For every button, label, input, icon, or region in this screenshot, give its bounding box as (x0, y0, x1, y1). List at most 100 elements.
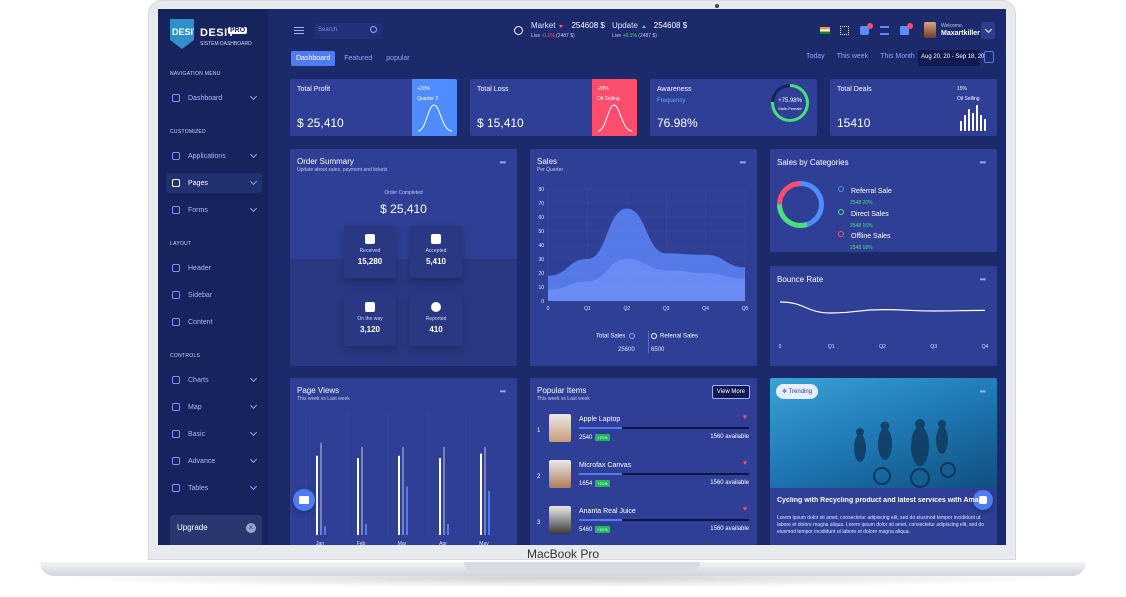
bounce-rate-line-chart: 0 Q1 Q2 Q3 Q4 (779, 301, 989, 350)
category-item[interactable]: Offline Sales 2548 18% (838, 225, 891, 251)
list-icon[interactable] (880, 26, 889, 35)
order-summary-panel: Order Summary Update about sales, paymen… (290, 149, 517, 366)
flag-icon[interactable] (820, 27, 830, 34)
like-button[interactable] (973, 490, 993, 510)
item-price-value: 5460 (579, 527, 593, 534)
item-price-value: 2540 (579, 435, 593, 442)
tab-featured[interactable]: Featured (344, 54, 373, 62)
bar (398, 455, 400, 535)
sidebar-item-label: Applications (188, 152, 226, 160)
alert-icon (431, 302, 441, 312)
bar-sparkline (960, 105, 986, 131)
popular-items-panel: Popular Items This week vs Last week Vie… (530, 378, 757, 545)
mail-icon[interactable] (900, 23, 913, 35)
stat-title: Total Profit (297, 86, 331, 93)
more-options-icon[interactable]: ••• (979, 275, 986, 284)
market-label: Market (531, 21, 556, 30)
search-input[interactable]: Search (314, 23, 382, 39)
x-tick-label: Q4 (702, 306, 709, 312)
more-options-icon[interactable]: ••• (499, 158, 506, 167)
shopping-bag-icon[interactable] (860, 23, 873, 35)
panel-title: Page Views (297, 386, 340, 395)
list-item[interactable]: 3 Ananta Real Juice ♥ 5460 +21% 1560 avai… (537, 502, 749, 542)
heart-icon[interactable]: ♥ (742, 460, 747, 467)
heart-icon[interactable]: ♥ (742, 506, 747, 513)
hamburger-menu-icon[interactable] (294, 27, 304, 34)
order-card-on-the-way[interactable]: On the way 3,120 (344, 294, 396, 346)
sidebar-item-charts[interactable]: Charts (166, 370, 262, 390)
sidebar-item-content[interactable]: Content (166, 312, 262, 332)
item-name: Ananta Real Juice (579, 508, 636, 515)
update-live: Live (612, 33, 622, 39)
stat-title: Total Deals (837, 86, 872, 93)
order-card-value: 3,120 (359, 325, 381, 334)
sidebar-item-advance[interactable]: Advance (166, 451, 262, 471)
apps-grid-icon[interactable] (840, 26, 849, 35)
period-today[interactable]: Today (806, 53, 825, 60)
period-this-month[interactable]: This Month (880, 53, 915, 60)
user-name[interactable]: Maxartkiller (941, 30, 980, 37)
order-card-received[interactable]: Received 15,280 (344, 226, 396, 278)
stat-percent: 15% (957, 86, 968, 92)
sidebar-item-forms[interactable]: Forms (166, 200, 262, 220)
more-options-icon[interactable]: ••• (979, 158, 986, 167)
close-icon[interactable]: × (246, 523, 256, 533)
heart-icon[interactable]: ♥ (742, 414, 747, 421)
more-options-icon[interactable]: ••• (739, 158, 746, 167)
stat-subtitle: Frequency (657, 98, 686, 104)
calendar-icon[interactable] (984, 51, 994, 63)
user-dropdown-button[interactable] (981, 22, 995, 39)
period-this-week[interactable]: This week (836, 53, 869, 60)
date-range-field[interactable]: Aug 20, 20 - Sep 18, 20 (918, 50, 984, 66)
item-availability: 1560 available (710, 526, 749, 532)
chevron-down-icon (249, 374, 258, 383)
order-card-reported[interactable]: Reported 410 (410, 294, 462, 346)
tab-dashboard[interactable]: Dashboard (291, 50, 336, 66)
trending-panel[interactable]: ❄ Trending ••• Cycling with Recycling pr… (770, 378, 997, 545)
legend-total-sales[interactable]: Total Sales (596, 333, 638, 340)
stat-card-total-loss: Total Loss $ 15,410 -20% Oil Selling (470, 79, 637, 136)
bell-curve-sparkline (417, 104, 453, 132)
logo-mark-icon: DESIT (170, 19, 194, 49)
y-tick-label: 10 (538, 285, 544, 291)
order-card-label: Reported (425, 316, 447, 322)
avatar[interactable] (924, 22, 936, 38)
trending-badge-label: Trending (788, 389, 813, 395)
update-change: +0.1% (622, 33, 637, 39)
legend-name: Total Sales (596, 333, 626, 340)
list-item[interactable]: 2 Microfax Canvas ♥ 1654 +21% 1560 availa… (537, 456, 749, 496)
topbar: Search Market 254608 $ Live -0.1% (2487 $… (284, 17, 996, 45)
bar (488, 491, 490, 535)
sidebar-item-applications[interactable]: Applications (166, 146, 262, 166)
upgrade-box[interactable]: Upgrade × (170, 515, 262, 545)
list-item[interactable]: 1 Apple Laptop ♥ 2540 +21% 1560 available (537, 410, 749, 450)
sales-by-categories-panel: Sales by Categories ••• Referral Sale 254… (770, 149, 997, 252)
page-views-bar-chart: Jan Feb Mar Apr May (305, 413, 490, 545)
sidebar-item-basic[interactable]: Basic (166, 424, 262, 444)
sidebar-item-tables[interactable]: Tables (166, 478, 262, 498)
sidebar-item-label: Tables (188, 484, 209, 492)
category-name: Direct Sales (851, 211, 889, 218)
chat-icon (299, 496, 309, 504)
more-options-icon[interactable]: ••• (499, 387, 506, 396)
view-more-button[interactable]: View More (711, 385, 750, 399)
market-ticker: Market 254608 $ Live -0.1% (2487 $) (531, 21, 605, 39)
tab-popular[interactable]: popular (386, 54, 410, 62)
sidebar-item-header[interactable]: Header (166, 258, 262, 278)
sidebar-item-map[interactable]: Map (166, 397, 262, 417)
panel-title: Sales by Categories (777, 158, 849, 167)
legend-referral-sales[interactable]: Referral Sales (651, 333, 698, 340)
chat-button[interactable] (293, 489, 315, 511)
arrow-down-icon (559, 25, 564, 28)
category-item[interactable]: Referral Sale 2548 20% (838, 180, 892, 206)
category-item[interactable]: Direct Sales 2548 15% (838, 203, 889, 229)
order-card-accepted[interactable]: Accepted 5,410 (410, 226, 462, 278)
sidebar-item-pages[interactable]: Pages (166, 173, 262, 193)
search-icon[interactable] (370, 26, 377, 33)
item-availability: 1560 available (710, 480, 749, 486)
more-options-icon[interactable]: ••• (979, 387, 986, 396)
sidebar-item-sidebar[interactable]: Sidebar (166, 285, 262, 305)
sidebar-item-dashboard[interactable]: Dashboard (166, 88, 262, 108)
logo[interactable]: DESIT DESIT PRO SISTEM DASHBOARD (170, 19, 260, 53)
brand-badge: PRO (228, 27, 248, 34)
